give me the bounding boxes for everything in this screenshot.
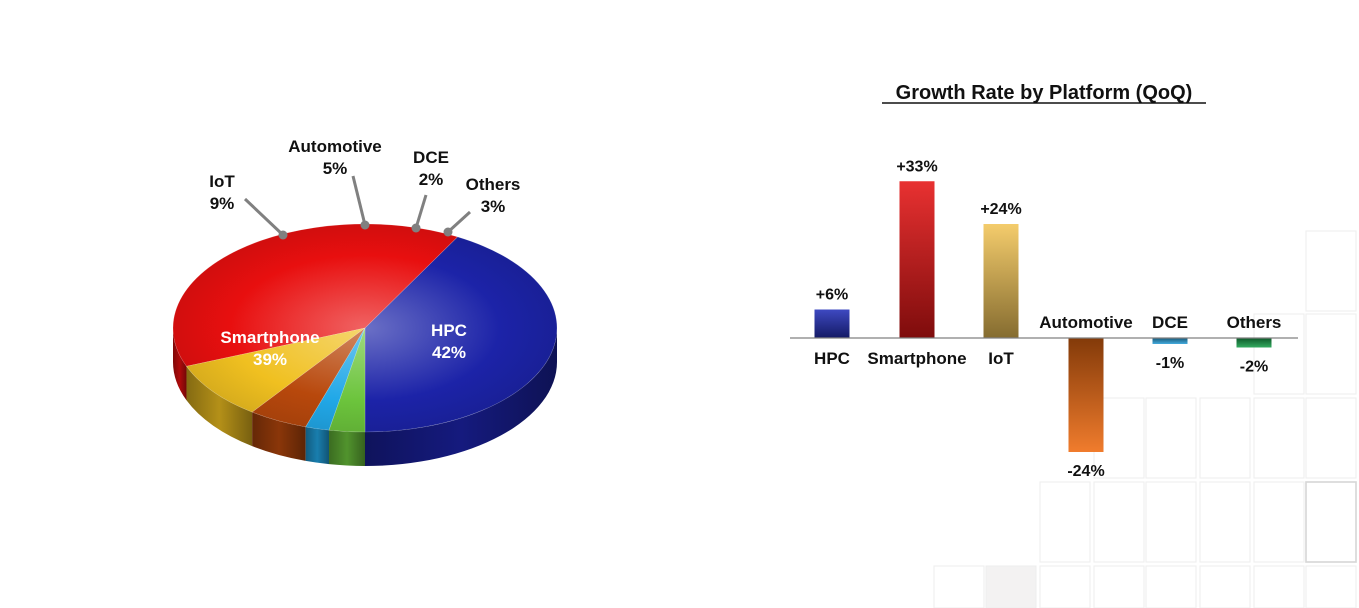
background-tile [1305, 313, 1357, 395]
pie-side-dce [305, 426, 330, 465]
pie-leader-dce [414, 194, 428, 229]
background-tile [1253, 397, 1305, 479]
bar-category-label-dce: DCE [1152, 313, 1188, 332]
pie-labels: HPC 42% Smartphone 39% IoT 9% Automotive 5% DCE 2… [209, 137, 520, 369]
background-tile [1199, 481, 1251, 563]
bar-value-label-automotive: -24% [1067, 463, 1104, 480]
bar-category-label-automotive: Automotive [1039, 313, 1133, 332]
pie-label-hpc: HPC [431, 321, 467, 340]
pie-side-walls [173, 328, 557, 466]
background-tile [1039, 481, 1091, 563]
bar-category-label-hpc: HPC [814, 349, 850, 368]
background-tile [1145, 397, 1197, 479]
pie-slice-dce [305, 327, 366, 431]
bar-chart-title: Growth Rate by Platform (QoQ) [896, 82, 1193, 104]
bar-category-label-smartphone: Smartphone [867, 349, 966, 368]
pie-side-hpc [365, 328, 557, 466]
pie-label-dce: DCE [413, 148, 449, 167]
background-tile [1093, 565, 1145, 608]
pie-label-iot: IoT [209, 172, 235, 191]
bar-category-label-iot: IoT [988, 349, 1014, 368]
pie-leader-lines [243, 175, 472, 240]
pie-slice-automotive [251, 327, 366, 428]
bar-dce [1152, 338, 1188, 344]
background-tile [1199, 397, 1251, 479]
bar-smartphone [899, 181, 935, 338]
background-tile [1093, 481, 1145, 563]
bar-labels: +6% HPC +33% Smartphone +24% IoT -24% Automotiv… [814, 158, 1281, 480]
bar-value-label-others: -2% [1240, 359, 1268, 376]
pie-label-automotive: Automotive [288, 137, 382, 156]
pie-side-automotive [252, 412, 306, 461]
pie-leader-dot-iot [278, 230, 288, 240]
background-tile [1305, 565, 1357, 608]
pie-slice-smartphone [172, 223, 459, 367]
bar-marks [814, 181, 1272, 452]
pie-value-smartphone: 39% [253, 350, 287, 369]
bar-iot [983, 224, 1019, 338]
bar-automotive [1068, 338, 1104, 452]
growth-rate-bar-chart: Growth Rate by Platform (QoQ) +6% HPC +33%… [790, 82, 1298, 480]
background-tile [1305, 397, 1357, 479]
pie-slice-hpc [364, 236, 558, 433]
bar-value-label-hpc: +6% [816, 287, 848, 304]
bar-others [1236, 338, 1272, 348]
background-tile [1145, 481, 1197, 563]
background-tile [1199, 565, 1251, 608]
pie-leader-automotive [351, 175, 367, 226]
background-tile [1305, 230, 1357, 312]
bar-category-label-others: Others [1227, 313, 1282, 332]
bar-hpc [814, 309, 850, 338]
pie-label-smartphone: Smartphone [220, 328, 319, 347]
bar-value-label-dce: -1% [1156, 355, 1184, 372]
pie-value-hpc: 42% [432, 343, 466, 362]
background-tile [1039, 565, 1091, 608]
background-tile [1253, 313, 1305, 395]
bar-value-label-iot: +24% [980, 201, 1021, 218]
pie-value-automotive: 5% [323, 159, 348, 178]
pie-value-dce: 2% [419, 170, 444, 189]
pie-value-iot: 9% [210, 194, 235, 213]
pie-value-others: 3% [481, 197, 506, 216]
pie-leader-dot-others [443, 227, 453, 237]
pie-leader-others [446, 210, 472, 234]
pie-top-slices [172, 223, 558, 433]
pie-slice-others [328, 327, 366, 433]
pie-side-others [329, 430, 365, 466]
pie-leader-iot [243, 197, 285, 237]
platform-share-pie-chart: HPC 42% Smartphone 39% IoT 9% Automotive 5% DCE 2… [172, 137, 558, 466]
background-tile [985, 565, 1037, 608]
pie-slice-iot [185, 327, 366, 413]
background-tile [1253, 481, 1305, 563]
pie-leader-dot-dce [411, 223, 421, 233]
pie-label-others: Others [466, 175, 521, 194]
pie-side-smartphone [173, 328, 187, 401]
background-tile [933, 565, 985, 608]
bar-value-label-smartphone: +33% [896, 158, 937, 175]
background-tile [1145, 565, 1197, 608]
background-tile [1253, 565, 1305, 608]
background-tile [1305, 481, 1357, 563]
pie-leader-dot-automotive [360, 220, 370, 230]
pie-side-iot [186, 366, 253, 447]
